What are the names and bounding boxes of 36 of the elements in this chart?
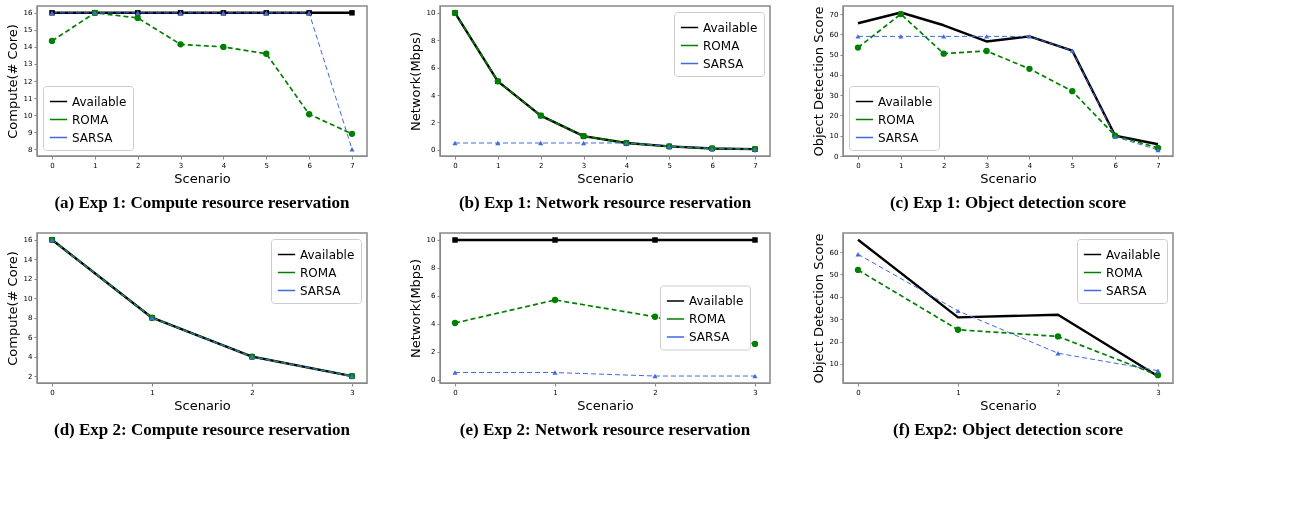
- x-axis-title: Scenario: [980, 397, 1037, 413]
- y-axis-title: Compute(# Core): [4, 251, 20, 366]
- legend-label: Available: [703, 20, 758, 35]
- legend-label: ROMA: [703, 38, 741, 53]
- x-axis-title: Scenario: [577, 397, 634, 413]
- text: (a) Exp 1: Compute resource reservation: [54, 193, 351, 212]
- legend-label: Available: [689, 294, 744, 308]
- legend-label: SARSA: [1106, 283, 1148, 298]
- x-axis-title: Scenario: [577, 170, 634, 186]
- y-axis-title: Network(Mbps): [407, 32, 423, 131]
- legend-label: ROMA: [300, 265, 338, 280]
- legend-label: ROMA: [878, 112, 916, 127]
- legend-label: SARSA: [72, 130, 114, 145]
- text: (f) Exp2: Object detection score: [892, 420, 1124, 439]
- legend-label: SARSA: [689, 330, 731, 344]
- x-axis-title: Scenario: [174, 170, 231, 186]
- legend-label: ROMA: [689, 312, 727, 326]
- text: (c) Exp 1: Object detection score: [889, 193, 1127, 212]
- y-axis-title: Object Detection Score: [810, 233, 826, 384]
- text: (e) Exp 2: Network resource reservation: [459, 420, 751, 439]
- text: (d) Exp 2: Compute resource reservation: [53, 420, 351, 439]
- text: (b) Exp 1: Network resource reservation: [458, 193, 752, 212]
- legend-label: SARSA: [300, 283, 342, 298]
- legend-label: Available: [878, 94, 933, 109]
- y-axis-title: Compute(# Core): [4, 24, 20, 139]
- legend-label: SARSA: [703, 56, 745, 71]
- legend-label: Available: [72, 94, 127, 109]
- y-axis-title: Network(Mbps): [407, 259, 423, 358]
- x-axis-title: Scenario: [174, 397, 231, 413]
- x-axis-title: Scenario: [980, 170, 1037, 186]
- y-axis-title: Object Detection Score: [810, 6, 826, 157]
- legend-label: SARSA: [878, 130, 920, 145]
- legend-label: ROMA: [1106, 265, 1144, 280]
- legend-label: Available: [1106, 247, 1161, 262]
- legend-label: Available: [300, 247, 355, 262]
- legend-label: ROMA: [72, 112, 110, 127]
